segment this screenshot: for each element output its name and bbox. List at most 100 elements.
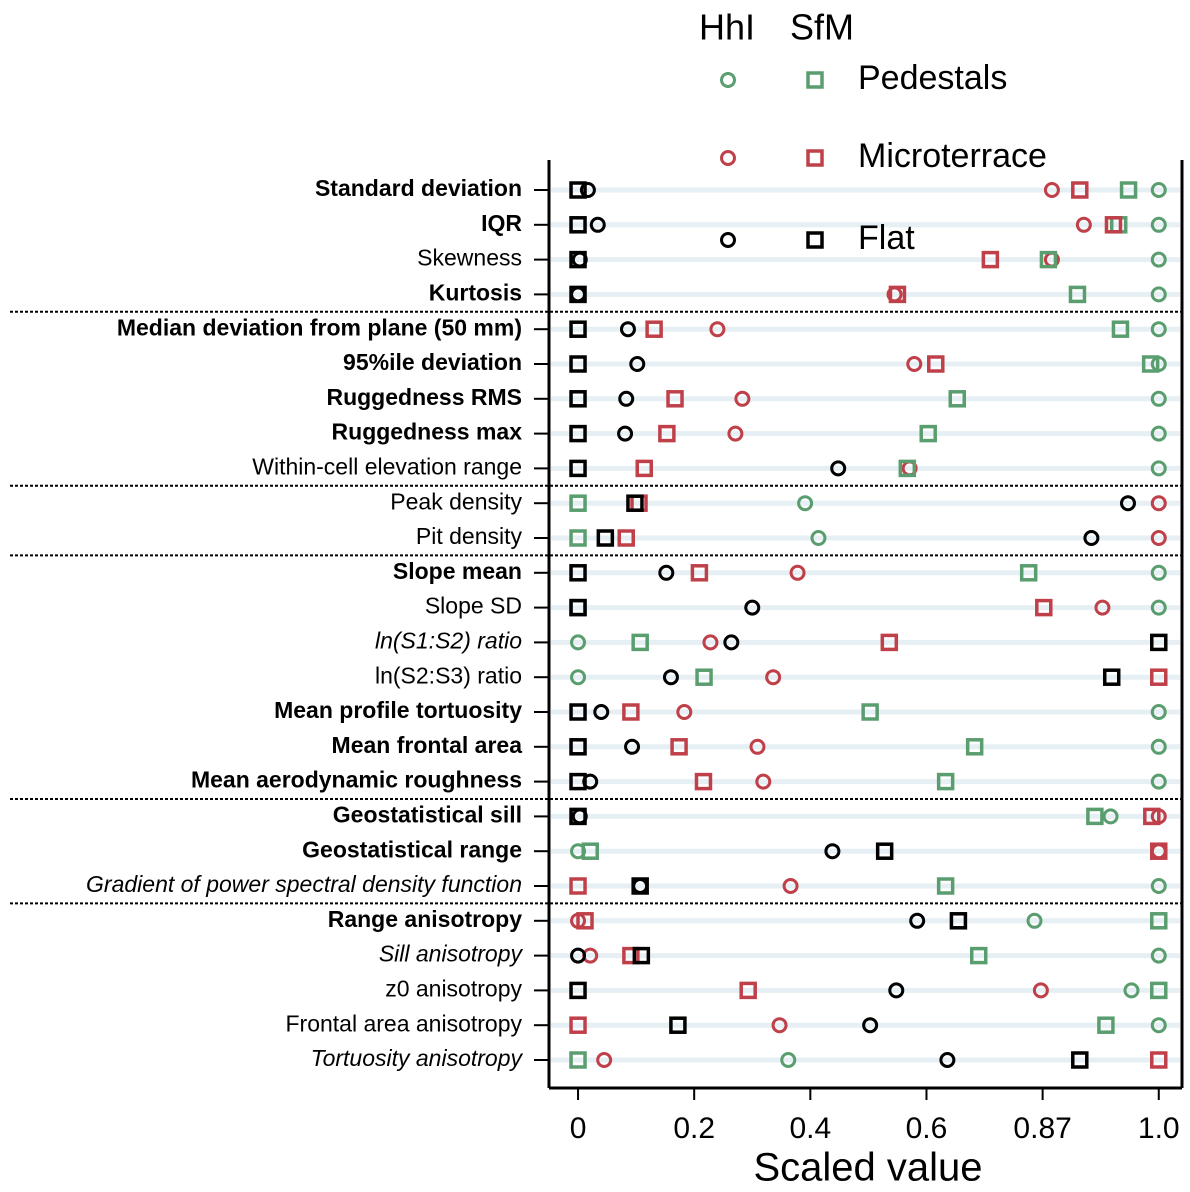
x-tick-label: 0 (570, 1112, 587, 1145)
dot-square (1102, 668, 1121, 686)
y-tick-label: ln(S2:S3) ratio (375, 662, 522, 688)
dot-square (1039, 250, 1058, 269)
dot-circle (862, 1017, 879, 1034)
y-tick-label: Geostatistical sill (333, 801, 522, 827)
dot-circle (939, 1052, 956, 1068)
dot-circle (1150, 564, 1167, 581)
dot-square (1086, 807, 1104, 826)
dot-square (645, 320, 663, 338)
dot-square (569, 738, 587, 756)
dot-square (1111, 320, 1130, 338)
dot-circle (1150, 773, 1167, 790)
y-tick-label: Slope mean (393, 558, 522, 584)
dot-square (1119, 181, 1138, 199)
y-tick-label: Ruggedness RMS (326, 384, 522, 410)
dot-circle (1032, 982, 1049, 999)
dot-circle (593, 704, 610, 720)
y-tick-label: Within-cell elevation range (252, 453, 522, 479)
y-tick-label: Frontal area anisotropy (285, 1010, 522, 1036)
legend-marker (720, 150, 736, 166)
dot-square (569, 598, 587, 617)
dot-circle (617, 425, 634, 442)
x-tick-label: 0.87 (1013, 1112, 1071, 1145)
dot-circle (780, 1052, 797, 1068)
dot-circle (676, 704, 693, 720)
y-tick-label: 95%ile deviation (343, 349, 522, 375)
dot-circle (570, 634, 587, 651)
dot-circle (789, 564, 806, 581)
legend-marker (806, 71, 824, 89)
dot-square (569, 494, 587, 512)
y-tick-label: Standard deviation (315, 175, 522, 201)
dot-square (569, 703, 587, 721)
legend-label: Pedestals (858, 59, 1007, 97)
legend-header: SfM (790, 7, 854, 48)
dot-circle (906, 356, 923, 372)
dot-square (669, 1016, 687, 1034)
dot-square (670, 738, 688, 756)
dot-circle (727, 425, 744, 442)
legend-header: HhI (699, 7, 755, 48)
dot-square (1141, 355, 1160, 373)
dot-square (949, 912, 968, 930)
dot-square (569, 459, 587, 478)
dot-square (1150, 981, 1168, 1000)
dot-square (569, 564, 587, 582)
dot-square (739, 981, 757, 1000)
dot-circle (909, 912, 926, 929)
dot-square (666, 390, 684, 408)
y-tick-label: Range anisotropy (328, 906, 522, 932)
dot-square (581, 842, 599, 860)
dot-square (936, 772, 955, 791)
y-tick-label: Mean profile tortuosity (274, 697, 522, 723)
y-tick-label: Gradient of power spectral density funct… (86, 871, 522, 897)
dot-square (888, 285, 907, 304)
dot-square (569, 390, 587, 408)
dot-square (1035, 598, 1053, 617)
dot-square (569, 320, 587, 338)
dot-square (695, 668, 713, 686)
y-tick-label: Geostatistical range (302, 836, 522, 862)
dot-circle (1150, 1017, 1167, 1034)
y-tick-label: Mean aerodynamic roughness (191, 767, 522, 793)
dot-circle (1150, 495, 1167, 512)
dot-circle (749, 738, 766, 755)
dot-square (569, 1051, 587, 1069)
dot-square (626, 494, 644, 512)
dot-square (965, 738, 984, 756)
y-tick-label: Pit density (416, 523, 523, 549)
dot-square (969, 946, 988, 965)
x-axis-title: Scaled value (753, 1146, 982, 1190)
dot-square (617, 529, 635, 547)
dot-square (569, 1016, 587, 1034)
dot-circle (1150, 738, 1167, 755)
y-tick-label: IQR (481, 210, 522, 236)
dot-square (948, 390, 967, 408)
dot-circle (1150, 286, 1167, 303)
dot-square (569, 424, 587, 443)
dot-square (569, 981, 587, 1000)
y-tick-label: Peak density (390, 488, 522, 514)
dot-circle (1043, 182, 1060, 198)
y-tick-label: Ruggedness max (332, 419, 523, 445)
dot-square (1104, 216, 1123, 234)
dot-square (569, 877, 587, 895)
dot-circle (830, 460, 847, 477)
dot-circle (797, 495, 814, 512)
dot-circle (755, 773, 772, 790)
dot-circle (1150, 216, 1167, 233)
dot-square (569, 807, 587, 826)
dot-square (690, 564, 709, 582)
dot-circle (1150, 390, 1167, 407)
dot-square (1071, 181, 1089, 199)
dot-circle (662, 669, 679, 686)
dot-square (1150, 842, 1168, 860)
dot-square (1143, 807, 1161, 826)
dot-square (1068, 285, 1087, 304)
y-tick-label: Tortuosity anisotropy (311, 1045, 524, 1071)
dot-circle (1150, 704, 1167, 720)
dot-circle (702, 634, 719, 651)
legend-marker (806, 149, 824, 167)
y-tick-label: Sill anisotropy (379, 941, 524, 967)
y-tick-label: z0 anisotropy (385, 975, 522, 1001)
